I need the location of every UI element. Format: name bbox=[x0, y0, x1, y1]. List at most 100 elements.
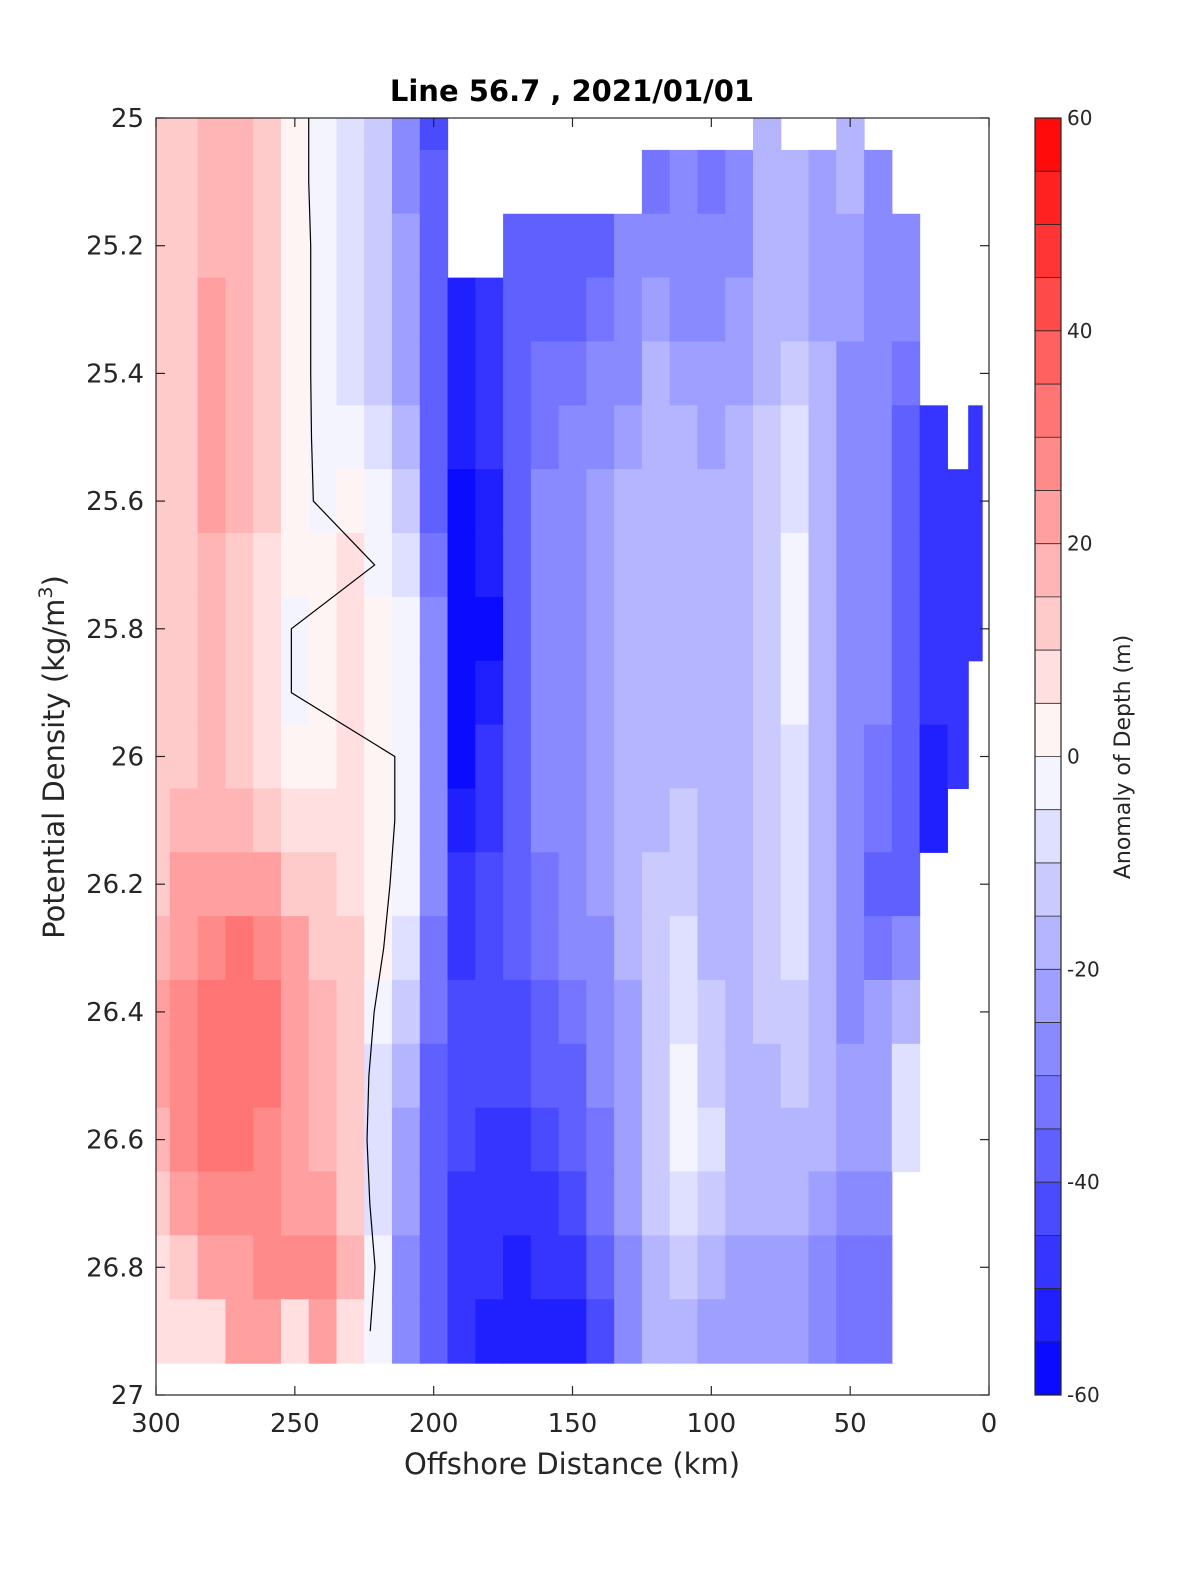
heatmap-cell bbox=[197, 1171, 227, 1236]
heatmap-cell bbox=[725, 1043, 754, 1109]
heatmap-cell bbox=[780, 469, 810, 534]
heatmap-cell bbox=[752, 852, 782, 917]
heatmap-cell bbox=[364, 1107, 393, 1173]
y-axis-label-main: Potential Density (kg/m bbox=[37, 599, 71, 939]
x-tick-label: 0 bbox=[981, 1409, 998, 1439]
x-axis-label: Offshore Distance (km) bbox=[404, 1447, 740, 1481]
colorbar-segment bbox=[1035, 1182, 1061, 1236]
heatmap-cell bbox=[225, 1235, 254, 1300]
heatmap-cell bbox=[419, 405, 449, 470]
heatmap-cell bbox=[586, 1235, 615, 1300]
heatmap-cell bbox=[364, 1299, 393, 1364]
heatmap-cell bbox=[336, 118, 365, 151]
heatmap-cell bbox=[419, 979, 449, 1045]
heatmap-cell bbox=[586, 916, 615, 981]
heatmap-cell bbox=[752, 979, 782, 1045]
heatmap-cell bbox=[364, 469, 393, 534]
heatmap-cell bbox=[808, 724, 837, 790]
heatmap-cell bbox=[697, 1043, 726, 1109]
heatmap-cell bbox=[169, 1235, 199, 1300]
heatmap-cell bbox=[169, 1043, 199, 1109]
colorbar-segment bbox=[1035, 916, 1061, 970]
heatmap-cell bbox=[336, 979, 365, 1045]
heatmap-cell bbox=[586, 405, 615, 470]
heatmap-cell bbox=[169, 213, 199, 279]
heatmap-cell bbox=[475, 596, 504, 662]
y-tick-label: 25.8 bbox=[86, 615, 144, 645]
colorbar-ticks: 60 40 20 0 -20 -40 -60 bbox=[1067, 106, 1100, 1407]
heatmap-cell bbox=[503, 1171, 532, 1236]
heatmap-cell bbox=[308, 118, 338, 151]
heatmap-cell bbox=[197, 118, 227, 151]
heatmap-cell bbox=[419, 277, 449, 343]
heatmap-cell bbox=[503, 788, 532, 853]
heatmap-cell bbox=[197, 213, 227, 279]
heatmap-cell bbox=[364, 213, 393, 279]
heatmap-cell bbox=[308, 277, 338, 343]
heatmap-cell bbox=[308, 405, 338, 470]
heatmap-cell bbox=[947, 469, 969, 534]
heatmap-cell bbox=[752, 1299, 782, 1364]
heatmap-cell bbox=[419, 916, 449, 981]
colorbar-segment bbox=[1035, 1075, 1061, 1130]
heatmap-cell bbox=[614, 469, 643, 534]
heatmap-cell bbox=[225, 852, 254, 917]
heatmap-cell bbox=[725, 788, 754, 853]
colorbar-segment bbox=[1035, 1128, 1061, 1183]
heatmap-cell bbox=[808, 596, 837, 662]
heatmap-cell bbox=[919, 660, 948, 726]
heatmap-cell bbox=[586, 1107, 615, 1173]
x-tick-label: 300 bbox=[131, 1409, 181, 1439]
heatmap-cell bbox=[225, 1107, 254, 1173]
heatmap-cell bbox=[836, 533, 865, 598]
heatmap-cell bbox=[169, 724, 199, 790]
heatmap-cell bbox=[530, 469, 560, 534]
heatmap-cell bbox=[752, 596, 782, 662]
heatmap-cell bbox=[169, 149, 199, 215]
heatmap-cell bbox=[669, 660, 699, 726]
heatmap-cell bbox=[780, 724, 810, 790]
heatmap-cell bbox=[280, 596, 310, 662]
heatmap-cell bbox=[808, 405, 837, 470]
heatmap-cell bbox=[169, 405, 199, 470]
heatmap-cell bbox=[530, 405, 560, 470]
colorbar-segment bbox=[1035, 596, 1061, 651]
heatmap-cell bbox=[197, 916, 227, 981]
heatmap-cell bbox=[614, 341, 643, 406]
heatmap-cell bbox=[725, 1107, 754, 1173]
heatmap-cell bbox=[725, 1299, 754, 1364]
heatmap-cell bbox=[836, 1235, 865, 1300]
heatmap-cell bbox=[586, 277, 615, 343]
heatmap-cell bbox=[392, 660, 421, 726]
colorbar-segment bbox=[1035, 171, 1061, 225]
heatmap-cell bbox=[836, 277, 865, 343]
heatmap-cell bbox=[530, 213, 560, 279]
heatmap-cell bbox=[836, 469, 865, 534]
heatmap-cell bbox=[641, 788, 671, 853]
heatmap-cell bbox=[253, 533, 282, 598]
heatmap-cell bbox=[336, 1171, 365, 1236]
heatmap-cell bbox=[725, 533, 754, 598]
heatmap-cell bbox=[364, 149, 393, 215]
heatmap-cell bbox=[669, 1299, 699, 1364]
heatmap-cell bbox=[752, 405, 782, 470]
heatmap-cell bbox=[836, 979, 865, 1045]
heatmap-cell bbox=[156, 405, 171, 470]
heatmap-cell bbox=[530, 660, 560, 726]
heatmap-cell bbox=[947, 724, 969, 790]
heatmap-cell bbox=[308, 533, 338, 598]
heatmap-cell bbox=[836, 213, 865, 279]
heatmap-cell bbox=[364, 916, 393, 981]
heatmap-cell bbox=[280, 1171, 310, 1236]
heatmap-cell bbox=[392, 1299, 421, 1364]
y-tick-label: 26.6 bbox=[86, 1126, 144, 1156]
heatmap-cell bbox=[558, 852, 587, 917]
heatmap-cell bbox=[169, 788, 199, 853]
heatmap-cell bbox=[280, 788, 310, 853]
heatmap-cell bbox=[447, 341, 476, 406]
heatmap-cell bbox=[336, 660, 365, 726]
heatmap-cell bbox=[197, 1235, 227, 1300]
colorbar-segment bbox=[1035, 224, 1061, 279]
heatmap-cell bbox=[641, 1299, 671, 1364]
heatmap-cell bbox=[725, 724, 754, 790]
